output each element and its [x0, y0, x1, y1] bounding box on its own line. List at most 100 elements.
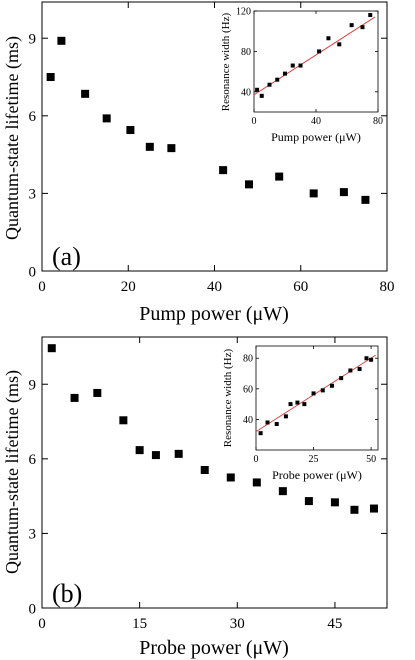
panel-b-label: (b) — [52, 579, 82, 608]
panel-a-inset-data-point — [267, 82, 272, 87]
panel-b-inset-data-point — [329, 383, 334, 388]
panel-a-y-tick-label: 9 — [29, 31, 37, 47]
panel-b-x-tick-label: 30 — [230, 616, 245, 632]
panel-a-x-tick-label: 40 — [207, 279, 222, 295]
panel-a-points — [46, 36, 370, 204]
panel-b-ylabel: Quantum-state lifetime (ms) — [2, 370, 23, 574]
panel-a-data-point — [81, 89, 90, 98]
panel-a-x-tick-label: 0 — [38, 279, 46, 295]
panel-a-inset-x-ticks: 0 40 80 — [252, 11, 383, 127]
panel-a-xlabel: Pump power (μW) — [139, 303, 289, 325]
panel-b-y-tick-label: 6 — [29, 452, 37, 468]
panel-a-y-tick-label: 0 — [29, 264, 37, 280]
panel-b-inset-data-point — [283, 414, 288, 419]
panel-a-data-point — [361, 195, 370, 204]
panel-b-data-point — [47, 344, 56, 353]
panel-a-x-ticks: 0 20 40 60 80 — [38, 2, 395, 295]
panel-b-data-point — [304, 497, 313, 506]
panel-b-inset-data-point — [311, 391, 316, 396]
panel-a-data-point — [145, 142, 154, 151]
panel-a-data-point — [245, 180, 253, 189]
panel-a-inset-data-point — [349, 23, 354, 28]
panel-b-y-tick-label: 9 — [29, 377, 37, 393]
panel-a-data-point — [102, 114, 111, 123]
panel-b-data-point — [200, 466, 209, 475]
panel-a-inset-data-point — [317, 49, 322, 54]
panel-a-inset-data-point — [368, 13, 373, 18]
panel-b-frame — [41, 336, 388, 609]
panel-a-inset-x-tick-label: 40 — [311, 116, 321, 127]
panel-b-data-point — [330, 498, 339, 507]
panel-b-inset-data-point — [320, 388, 325, 393]
panel-a-inset-y-tick-label: 40 — [241, 87, 251, 98]
panel-b-inset-data-point — [274, 422, 279, 426]
panel-b-data-point — [252, 478, 261, 487]
panel-a-inset-data-point — [283, 71, 287, 76]
panel-a-inset-data-point — [337, 42, 342, 47]
panel-a-inset-fit-line — [253, 16, 376, 96]
panel-b-inset-y-ticks: 40 60 80 — [243, 354, 378, 426]
panel-a: 0 20 40 60 80 0 3 6 9 (a) Pump power (μW) Quant… — [2, 1, 395, 325]
panel-b-inset-data-point — [348, 368, 353, 373]
panel-b-inset-data-point — [288, 402, 293, 407]
panel-b-inset-x-tick-label: 50 — [366, 454, 376, 465]
panel-a-inset-x-tick-label: 0 — [252, 116, 257, 127]
panel-b-inset-y-tick-label: 80 — [243, 354, 253, 365]
panel-b-inset-x-tick-label: 25 — [309, 454, 319, 465]
panel-a-inset-data-point — [275, 77, 280, 82]
panel-b-inset-points — [258, 356, 374, 436]
panel-b-x-tick-label: 15 — [132, 616, 147, 632]
panel-a-inset: 0 40 80 40 80 120 Pump power (μW) Resonance … — [220, 7, 383, 145]
panel-b-x-tick-label: 45 — [327, 616, 342, 632]
panel-b-data-point — [278, 487, 287, 496]
panel-a-inset-data-point — [259, 93, 264, 98]
panel-a-inset-frame — [253, 10, 379, 113]
panel-b-data-point — [226, 473, 235, 482]
panel-b-inset-data-point — [295, 400, 300, 405]
panel-b-data-point — [119, 416, 128, 425]
panel-a-inset-data-point — [290, 63, 295, 68]
panel-b: 0 15 30 45 0 3 6 9 (b) Probe power (μW) Quantu… — [2, 336, 388, 659]
panel-b-inset: 0 25 50 40 60 80 Probe power (μW) Resonance … — [222, 345, 379, 482]
panel-a-inset-points — [255, 13, 373, 98]
panel-b-data-point — [93, 388, 102, 397]
panel-b-xlabel: Probe power (μW) — [139, 637, 289, 659]
panel-a-inset-y-tick-label: 120 — [236, 7, 251, 18]
panel-a-inset-y-tick-label: 80 — [241, 47, 251, 58]
panel-b-y-ticks: 0 3 6 9 — [29, 377, 387, 617]
panel-a-inset-y-ticks: 40 80 120 — [236, 7, 378, 98]
panel-b-x-tick-label: 0 — [38, 616, 46, 632]
panel-a-inset-data-point — [255, 87, 260, 92]
panel-b-inset-x-ticks: 0 25 50 — [254, 346, 376, 465]
panel-a-data-point — [57, 36, 66, 45]
panel-a-x-tick-label: 60 — [293, 279, 308, 295]
panel-a-y-tick-label: 6 — [29, 109, 37, 125]
panel-b-y-tick-label: 0 — [29, 601, 37, 617]
panel-b-inset-x-tick-label: 0 — [254, 454, 259, 465]
panel-a-data-point — [339, 188, 348, 197]
panel-b-inset-frame — [255, 345, 379, 451]
panel-a-inset-data-point — [326, 36, 331, 41]
panel-b-points — [47, 344, 378, 514]
panel-a-y-ticks: 0 3 6 9 — [29, 31, 387, 280]
panel-b-inset-data-point — [258, 431, 263, 436]
panel-b-data-point — [135, 446, 144, 455]
panel-b-inset-data-point — [364, 356, 369, 361]
panel-b-inset-data-point — [369, 357, 374, 362]
panel-b-inset-data-point — [265, 420, 270, 425]
panel-b-data-point — [369, 504, 378, 513]
panel-a-inset-ylabel: Resonance width (Hz) — [220, 12, 232, 111]
panel-a-ylabel: Quantum-state lifetime (ms) — [2, 36, 23, 240]
panel-a-label: (a) — [52, 242, 81, 271]
panel-b-data-point — [174, 449, 183, 458]
panel-b-x-ticks: 0 15 30 45 — [38, 337, 342, 632]
panel-b-inset-ylabel: Resonance width (Hz) — [222, 348, 234, 447]
panel-a-data-point — [126, 126, 135, 135]
panel-a-data-point — [46, 73, 55, 82]
panel-b-data-point — [350, 505, 359, 514]
panel-b-inset-y-tick-label: 60 — [243, 384, 253, 395]
panel-a-inset-data-point — [298, 63, 303, 68]
panel-b-inset-data-point — [302, 402, 307, 407]
panel-a-inset-xlabel: Pump power (μW) — [271, 130, 361, 144]
